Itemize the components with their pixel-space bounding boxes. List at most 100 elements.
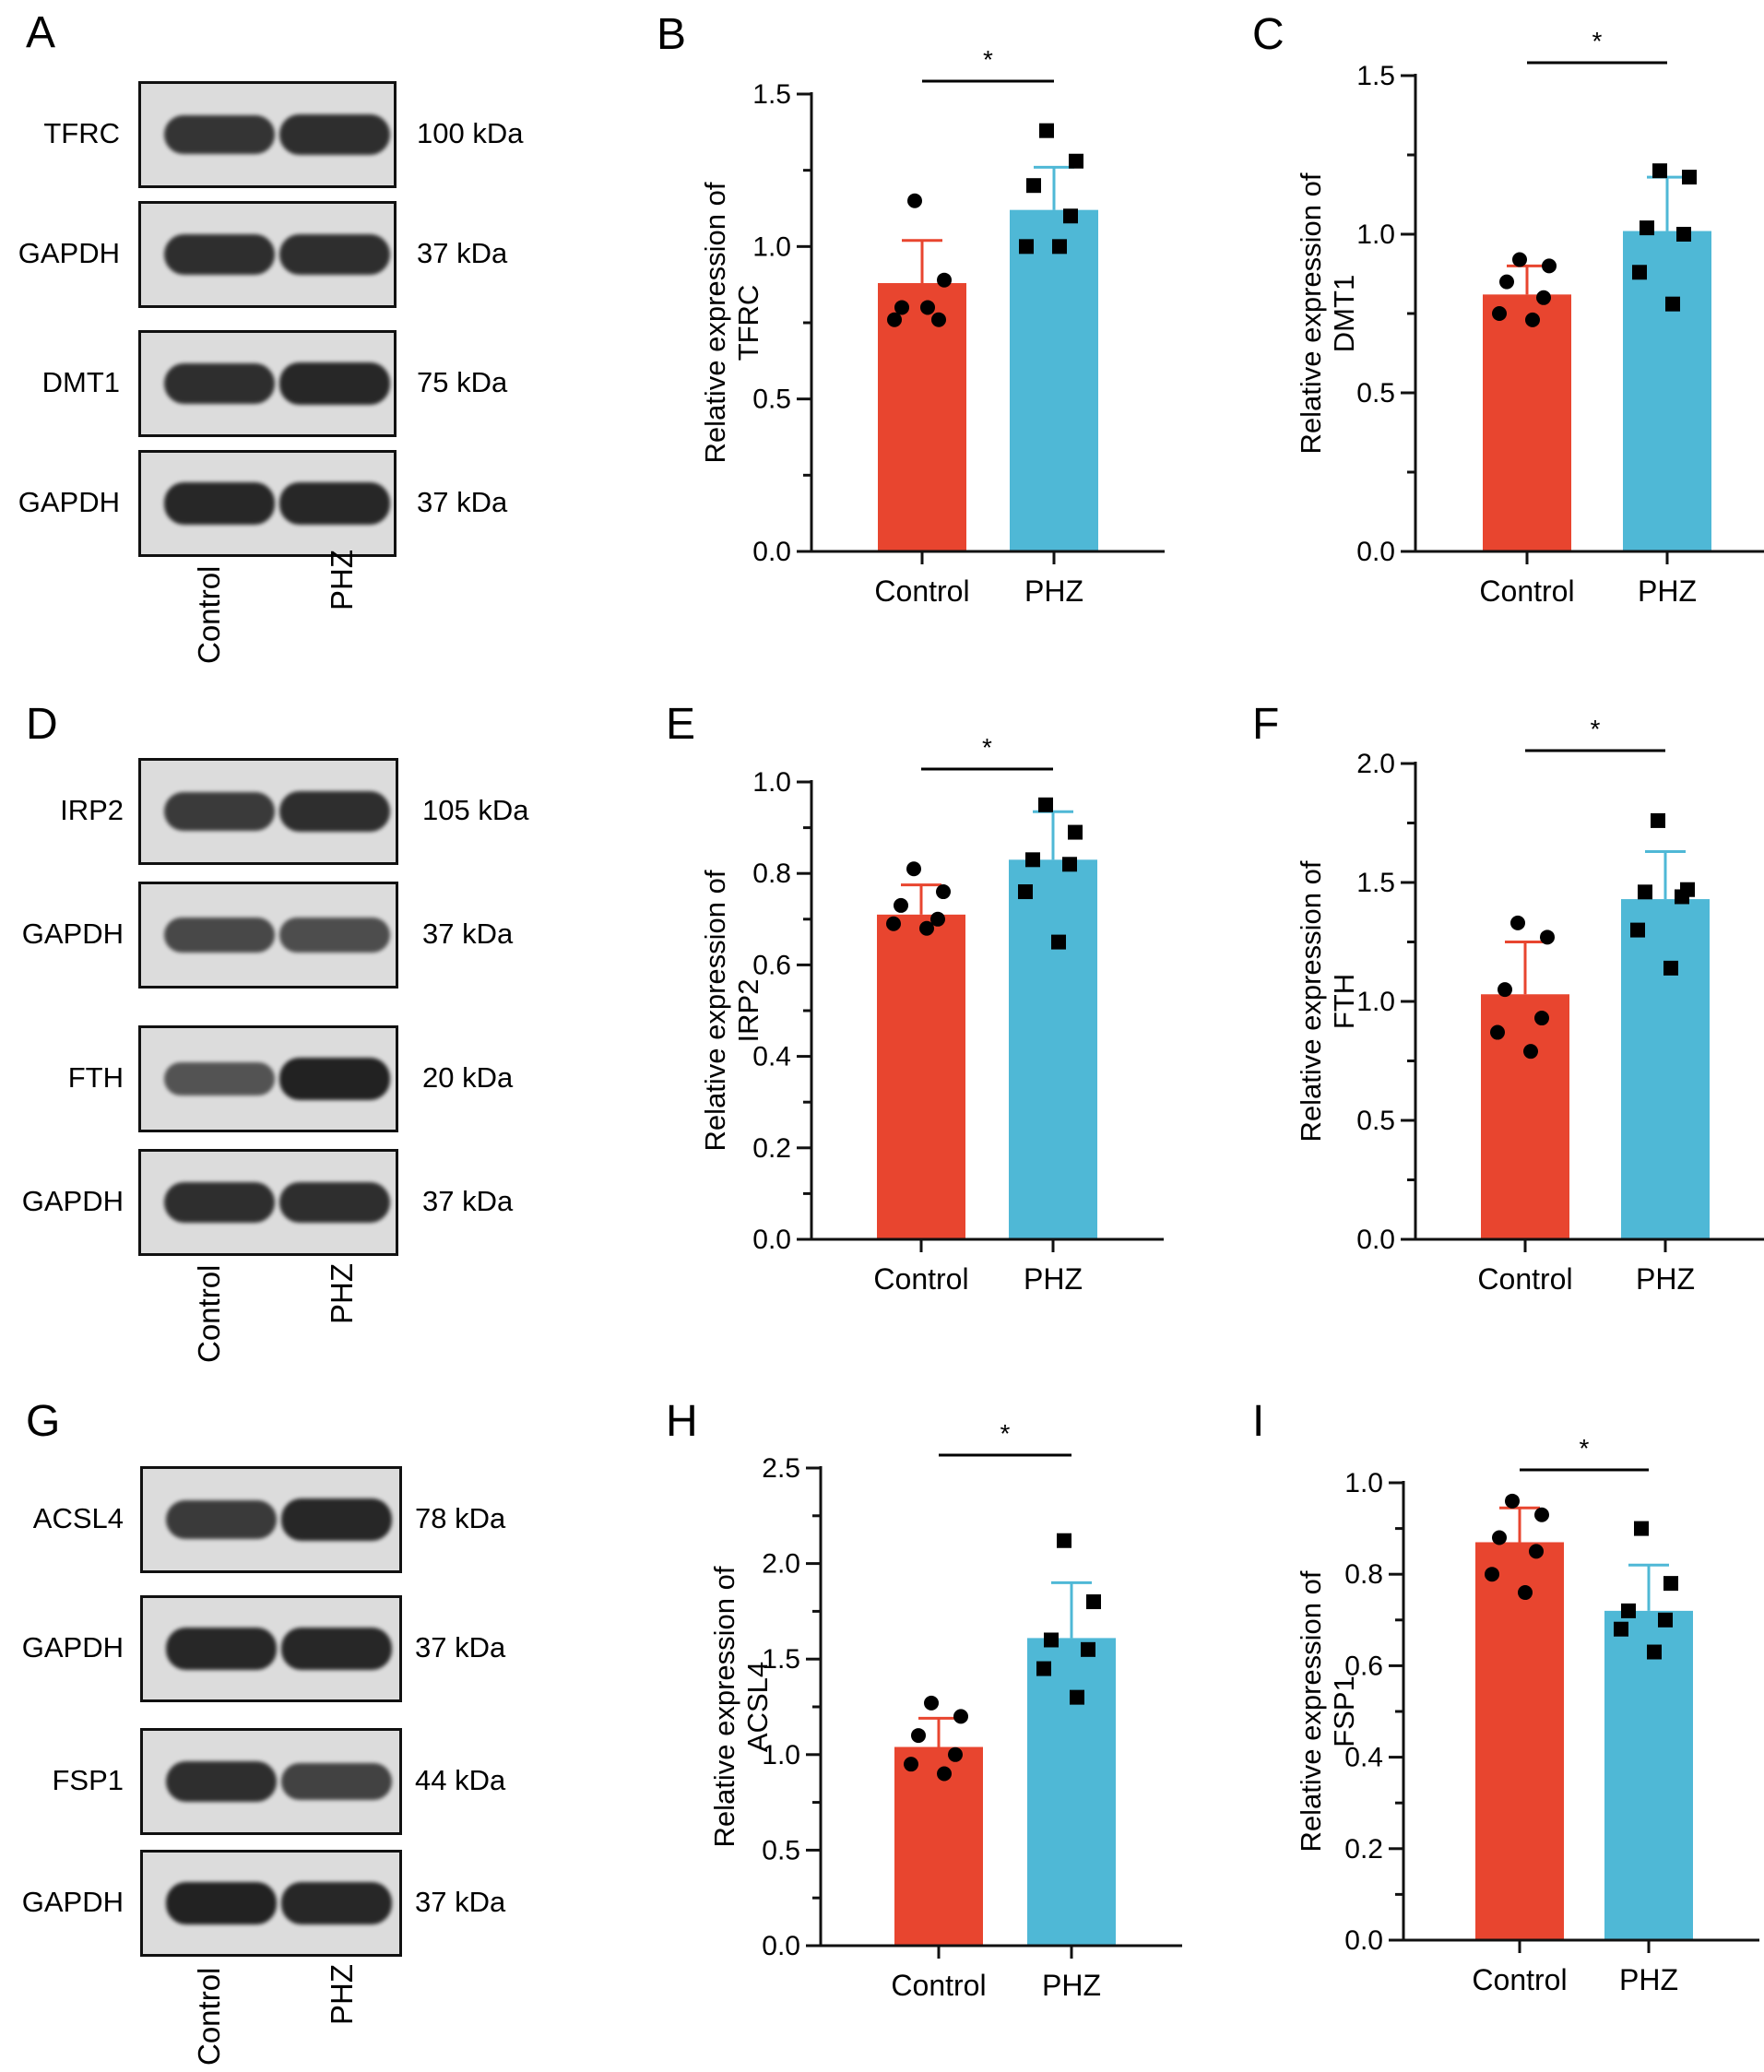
bar-phz [1010,209,1098,552]
y-tick-label: 0.5 [762,1835,800,1865]
blot-size-label: 37 kDa [422,918,514,950]
blot-image-dmt1 [138,330,397,437]
data-point [894,300,909,315]
blot-band [166,1760,277,1803]
data-point [1534,1011,1549,1026]
blot-size-label: 20 kDa [422,1061,514,1094]
blot-band [166,1500,277,1539]
blot-band [164,792,275,831]
data-point [1663,1576,1678,1592]
y-axis-label: Relative expression of [699,870,731,1151]
data-point [1036,1661,1051,1676]
data-point [906,861,921,877]
significance-label: * [983,45,993,74]
y-tick-label: 0.0 [762,1931,800,1961]
data-point [936,884,951,900]
data-point [1499,274,1514,290]
data-point [1632,265,1647,280]
y-tick-label: 2.0 [762,1549,800,1580]
data-point [1630,922,1645,938]
blot-size-label: 78 kDa [415,1502,506,1534]
x-tick-label: PHZ [1636,1262,1695,1296]
data-point [1057,1533,1071,1548]
blot-image-gapdh [138,450,397,557]
data-point [1676,227,1691,242]
blot-size-label: 100 kDa [417,117,524,149]
data-point [1070,1689,1084,1705]
data-point [1621,1603,1636,1618]
blot-size-label: 37 kDa [415,1631,506,1664]
panel-letter: E [666,700,696,749]
data-point [1081,1641,1095,1657]
blot-image-gapdh [138,882,398,989]
blot-size-label: 75 kDa [417,366,508,398]
y-axis-label-protein: IRP2 [732,979,764,1043]
y-tick-label: 1.0 [1356,987,1395,1017]
blot-protein-label: FTH [67,1061,124,1094]
data-point [1651,812,1665,828]
y-tick-label: 1.5 [1356,868,1395,898]
y-tick-label: 0.6 [1344,1651,1383,1681]
blot-band [279,918,390,953]
data-point [1068,824,1083,840]
data-point [1663,960,1678,976]
data-point [920,300,935,315]
y-tick-label: 1.0 [752,767,791,798]
data-point [1025,852,1040,868]
blot-protein-label: GAPDH [18,486,120,518]
bar-phz [1009,859,1097,1239]
blot-protein-label: GAPDH [21,1631,124,1664]
y-tick-label: 1.0 [1344,1468,1383,1498]
bar-control [877,914,965,1239]
data-point [1638,884,1652,900]
blot-protein-label: GAPDH [21,918,124,950]
data-point [1492,306,1507,321]
data-point [911,1728,926,1744]
x-tick-label: PHZ [1042,1969,1101,2002]
significance-label: * [982,733,992,762]
data-point [1682,170,1697,185]
y-axis-label: Relative expression of [708,1566,740,1847]
blot-image-tfrc [138,81,397,188]
y-tick-label: 1.0 [1356,219,1395,250]
x-tick-label: Control [1479,574,1574,608]
blot-band [281,1882,392,1924]
blot-size-label: 105 kDa [422,794,529,826]
data-point [1529,1544,1544,1559]
data-point [1062,857,1077,872]
y-tick-label: 0.5 [752,385,791,415]
data-point [1675,889,1689,905]
x-tick-label: Control [1472,1963,1567,1996]
y-axis-label-protein: ACSL4 [741,1662,774,1752]
blot-protein-label: GAPDH [21,1886,124,1918]
blot-band [281,1498,392,1541]
data-point [887,312,902,327]
blot-band [164,362,275,405]
data-point [1026,178,1041,194]
data-point [1534,1507,1549,1522]
y-tick-label: 0.2 [752,1133,791,1164]
data-point [1512,252,1527,267]
blot-band [164,482,275,525]
data-point [1510,915,1525,930]
blot-band [166,1628,277,1670]
y-tick-label: 0.0 [752,1225,791,1255]
data-point [1063,208,1078,224]
x-tick-label: PHZ [1638,574,1697,608]
blot-band [166,1881,277,1925]
y-tick-label: 1.5 [762,1644,800,1675]
blot-protein-label: GAPDH [18,237,120,269]
y-axis-label-protein: TFRC [732,285,764,361]
data-point [937,1766,952,1782]
data-point [894,897,908,913]
panel-letter: D [26,700,58,749]
data-point [1665,296,1680,312]
bar-control [1475,1542,1564,1940]
x-tick-label: Control [891,1969,986,2002]
data-point [953,1709,968,1724]
y-tick-label: 0.6 [752,950,791,980]
y-tick-label: 0.2 [1344,1834,1383,1865]
y-tick-label: 1.0 [762,1740,800,1770]
data-point [1647,1644,1662,1660]
